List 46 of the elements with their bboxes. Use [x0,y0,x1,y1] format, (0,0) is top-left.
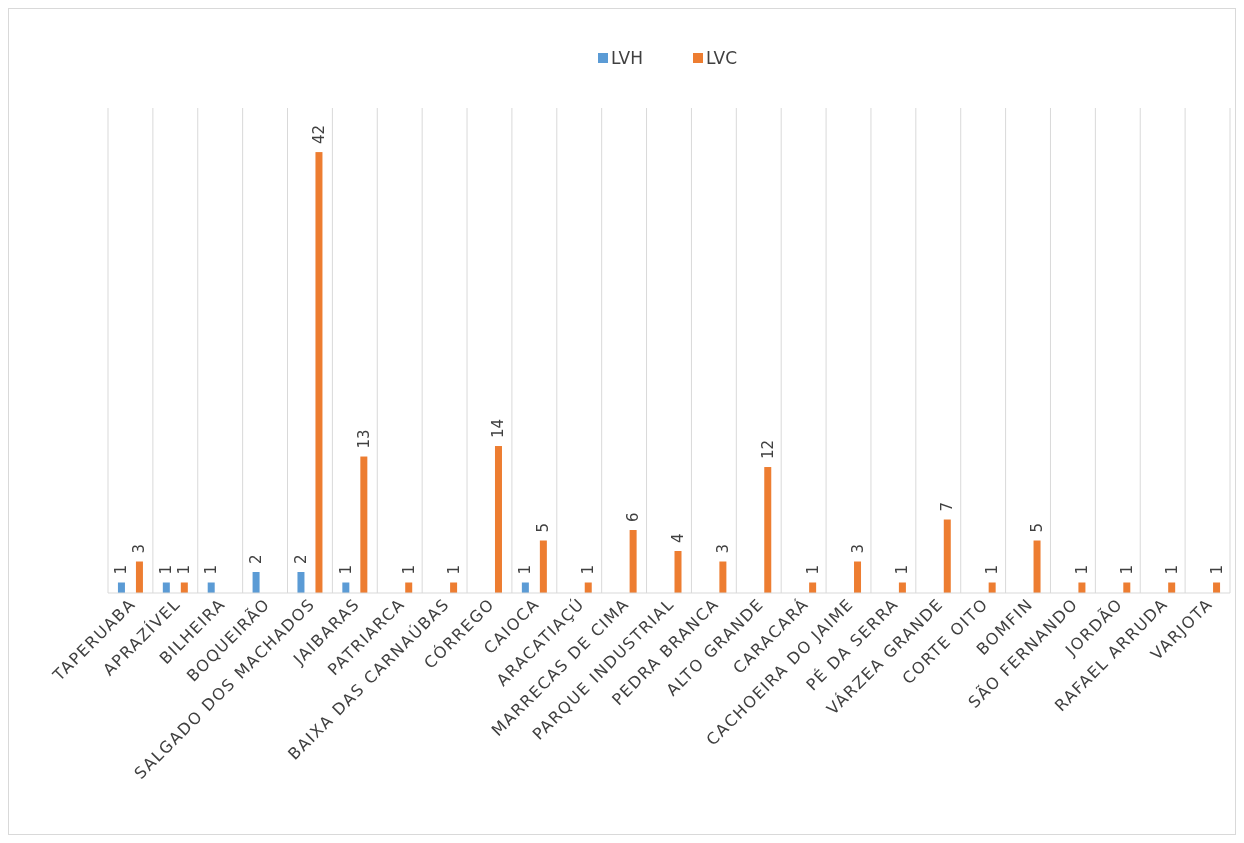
data-label: 42 [309,125,328,145]
bar [135,561,143,593]
bar [297,572,305,593]
data-label: 12 [758,439,777,460]
bar [539,540,547,593]
data-label: 1 [444,564,463,575]
bar [252,572,260,593]
bar [629,530,637,593]
data-label: 2 [247,554,266,564]
data-label: 1 [336,564,355,575]
data-label: 1 [157,564,176,575]
data-label: 13 [354,429,373,449]
data-label: 3 [848,543,867,554]
bar [1033,540,1041,593]
data-label: 7 [938,501,957,512]
data-label: 3 [130,543,149,554]
data-label: 1 [803,564,822,575]
bar [854,561,862,593]
data-label: 5 [1028,522,1047,533]
data-label: 6 [624,512,643,523]
data-label: 1 [893,564,912,575]
bar [494,446,502,593]
data-label: 3 [713,543,732,554]
data-label: 4 [669,533,687,544]
bar [674,551,682,593]
data-label: 1 [1072,564,1091,575]
bar [360,456,368,593]
data-label: 14 [489,418,508,439]
data-label: 1 [1162,564,1181,575]
data-label: 2 [291,554,310,564]
data-label: 1 [175,564,194,575]
bar [315,152,323,593]
data-label: 1 [202,564,221,575]
bar [943,519,951,593]
data-label: 1 [112,564,131,575]
data-label: 1 [1117,564,1136,575]
legend-label: LVC [706,48,738,68]
bar [719,561,727,593]
data-label: 1 [1207,564,1226,575]
legend-label: LVH [611,48,644,68]
data-label: 1 [516,564,535,575]
data-label: 1 [579,564,598,575]
data-label: 1 [983,564,1002,575]
data-label: 1 [399,564,418,575]
data-label: 5 [534,522,553,533]
bar [764,467,772,593]
